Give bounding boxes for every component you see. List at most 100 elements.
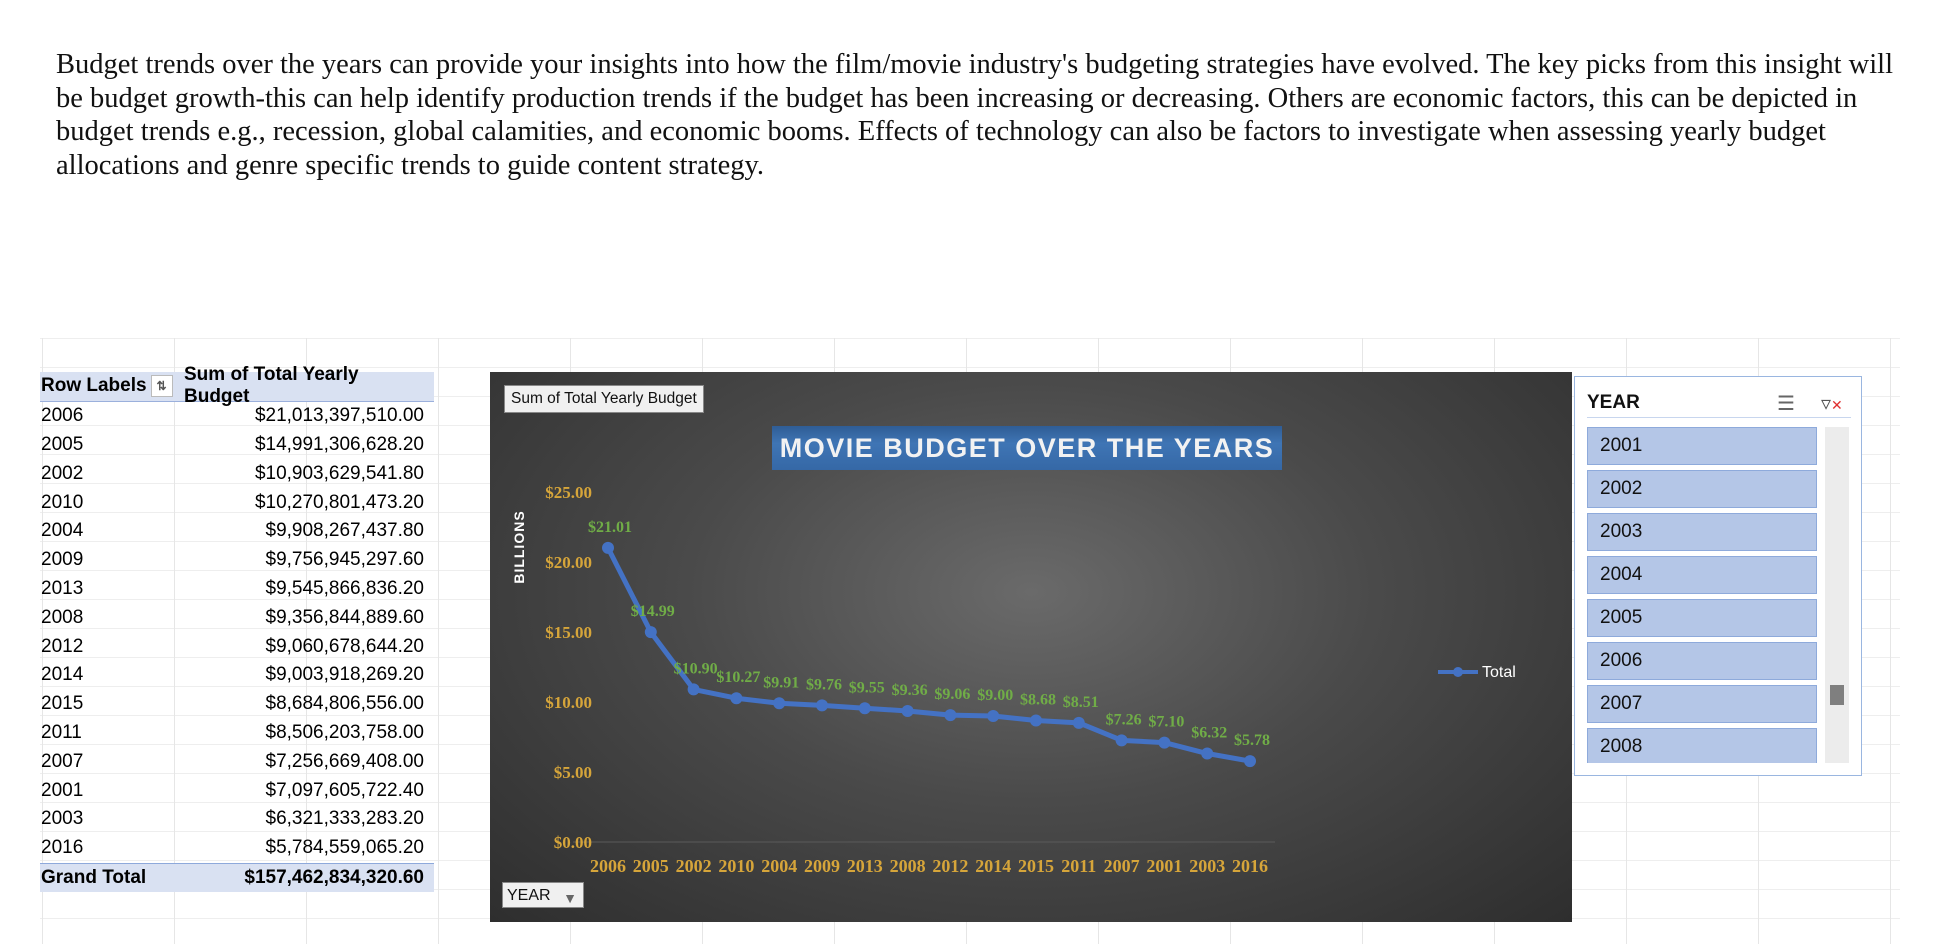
data-point <box>944 709 957 722</box>
slicer-item-2003[interactable]: 2003 <box>1587 513 1817 551</box>
slicer-item-2005[interactable]: 2005 <box>1587 599 1817 637</box>
pivot-row-year: 2014 <box>41 664 84 686</box>
pivot-row: 2007 $7,256,669,408.00 <box>40 747 434 776</box>
slicer-scrollbar[interactable] <box>1825 427 1849 763</box>
pivot-row-year: 2016 <box>41 837 84 859</box>
pivot-row-year: 2007 <box>41 750 84 772</box>
legend-label: Total <box>1482 664 1516 681</box>
data-point <box>1115 734 1128 747</box>
slicer-header: YEAR ☰ ▿✕ <box>1587 389 1851 418</box>
year-slicer[interactable]: YEAR ☰ ▿✕ 2001 2002 2003 2004 2005 2006 2007 20… <box>1574 376 1862 776</box>
data-point <box>644 626 657 639</box>
axis-field-label: YEAR <box>507 887 551 904</box>
x-tick-label: 2005 <box>633 856 669 876</box>
line-chart[interactable]: $0.00 $5.00 $10.00 $15.00 $20.00 $25.00 BILLIO… <box>490 372 1572 922</box>
pivot-row-value: $10,270,801,473.20 <box>254 491 424 513</box>
pivot-row: 2002 $10,903,629,541.80 <box>40 459 434 488</box>
slicer-scroll-thumb[interactable] <box>1830 685 1844 705</box>
pivot-row: 2005 $14,991,306,628.20 <box>40 431 434 460</box>
data-label: $9.00 <box>977 687 1013 704</box>
x-tick-label: 2006 <box>590 856 626 876</box>
x-tick-label: 2008 <box>890 856 926 876</box>
pivot-row-year: 2010 <box>41 491 84 513</box>
data-point <box>1072 716 1085 729</box>
y-tick-label: $25.00 <box>545 483 592 502</box>
x-tick-label: 2003 <box>1189 856 1225 876</box>
pivot-row-value: $9,756,945,297.60 <box>265 549 425 571</box>
pivot-row: 2003 $6,321,333,283.20 <box>40 805 434 834</box>
data-point <box>687 683 700 696</box>
pivot-table[interactable]: Row Labels ⇅ Sum of Total Yearly Budget … <box>40 364 434 893</box>
pivot-row: 2001 $7,097,605,722.40 <box>40 776 434 805</box>
pivot-row-value: $5,784,559,065.20 <box>265 837 425 859</box>
data-point <box>1244 755 1256 768</box>
pivot-row-value: $9,545,866,836.20 <box>265 577 425 599</box>
data-point <box>901 704 914 717</box>
pivot-row-year: 2003 <box>41 808 84 830</box>
pivot-row: 2016 $5,784,559,065.20 <box>40 834 434 863</box>
pivot-row-value: $9,003,918,269.20 <box>265 664 425 686</box>
intro-paragraph: Budget trends over the years can provide… <box>56 49 1893 181</box>
data-label: $21.01 <box>588 519 632 536</box>
data-label: $8.51 <box>1063 694 1099 711</box>
chart-value-field-button[interactable]: Sum of Total Yearly Budget <box>504 385 704 413</box>
x-tick-label: 2013 <box>847 856 883 876</box>
data-label: $6.32 <box>1191 725 1227 742</box>
x-tick-label: 2007 <box>1104 856 1140 876</box>
slicer-item-2001[interactable]: 2001 <box>1587 427 1817 465</box>
slicer-item-2008[interactable]: 2008 <box>1587 728 1817 763</box>
pivot-header-row: Row Labels ⇅ Sum of Total Yearly Budget <box>40 364 434 407</box>
pivot-row: 2006 $21,013,397,510.00 <box>40 402 434 431</box>
data-point <box>1158 736 1171 749</box>
pivot-row-year: 2012 <box>41 635 84 657</box>
pivot-row-value: $8,684,806,556.00 <box>265 693 425 715</box>
pivot-row-value: $9,908,267,437.80 <box>265 520 425 542</box>
row-labels-filter-icon[interactable]: ⇅ <box>150 375 173 398</box>
data-label: $9.55 <box>849 679 885 696</box>
chart-title: MOVIE BUDGET OVER THE YEARS <box>772 426 1282 470</box>
pivot-row-value: $7,256,669,408.00 <box>265 750 425 772</box>
pivot-row-value: $7,097,605,722.40 <box>265 779 425 801</box>
x-tick-label: 2004 <box>761 856 797 876</box>
pivot-row: 2015 $8,684,806,556.00 <box>40 690 434 719</box>
data-label: $7.10 <box>1148 714 1184 731</box>
sum-header: Sum of Total Yearly Budget <box>184 364 359 408</box>
slicer-item-2004[interactable]: 2004 <box>1587 556 1817 594</box>
slicer-item-2002[interactable]: 2002 <box>1587 470 1817 508</box>
data-label: $7.26 <box>1106 711 1142 728</box>
slicer-title: YEAR <box>1587 392 1640 413</box>
pivot-row-year: 2008 <box>41 606 84 628</box>
x-tick-label: 2009 <box>804 856 840 876</box>
pivot-row-value: $6,321,333,283.20 <box>265 808 425 830</box>
pivot-row-year: 2004 <box>41 520 84 542</box>
pivot-row-value: $21,013,397,510.00 <box>254 405 424 427</box>
chart-axis-field-button[interactable]: YEAR ▼ <box>502 882 584 908</box>
pivot-row-value: $9,356,844,889.60 <box>265 606 425 628</box>
data-label: $5.78 <box>1234 732 1270 749</box>
x-tick-label: 2010 <box>718 856 754 876</box>
y-tick-label: $0.00 <box>554 833 592 852</box>
slicer-item-2007[interactable]: 2007 <box>1587 685 1817 723</box>
y-tick-label: $10.00 <box>545 693 592 712</box>
slicer-item-2006[interactable]: 2006 <box>1587 642 1817 680</box>
multi-select-icon[interactable]: ☰ <box>1777 393 1795 415</box>
pivot-row-year: 2011 <box>41 721 82 743</box>
pivot-row: 2011 $8,506,203,758.00 <box>40 719 434 748</box>
grand-total-value: $157,462,834,320.60 <box>244 866 424 888</box>
data-label: $10.27 <box>716 669 760 686</box>
data-point <box>1201 747 1214 760</box>
pivot-rows: 2006 $21,013,397,510.00 2005 $14,991,306,62… <box>40 402 434 863</box>
pivot-row-value: $8,506,203,758.00 <box>265 721 425 743</box>
data-point <box>816 699 828 712</box>
y-tick-label: $5.00 <box>554 763 592 782</box>
slicer-item-list: 2001 2002 2003 2004 2005 2006 2007 2008 <box>1587 427 1817 763</box>
y-tick-label: $20.00 <box>545 553 592 572</box>
grand-total-row: Grand Total $157,462,834,320.60 <box>40 862 434 893</box>
data-label: $9.76 <box>806 676 842 693</box>
row-labels-header: Row Labels <box>41 375 147 397</box>
pivot-row: 2004 $9,908,267,437.80 <box>40 517 434 546</box>
data-label: $10.90 <box>674 660 718 677</box>
pivot-row-value: $10,903,629,541.80 <box>254 462 424 484</box>
clear-filter-icon[interactable]: ▿✕ <box>1821 393 1843 415</box>
data-label: $9.91 <box>763 674 799 691</box>
